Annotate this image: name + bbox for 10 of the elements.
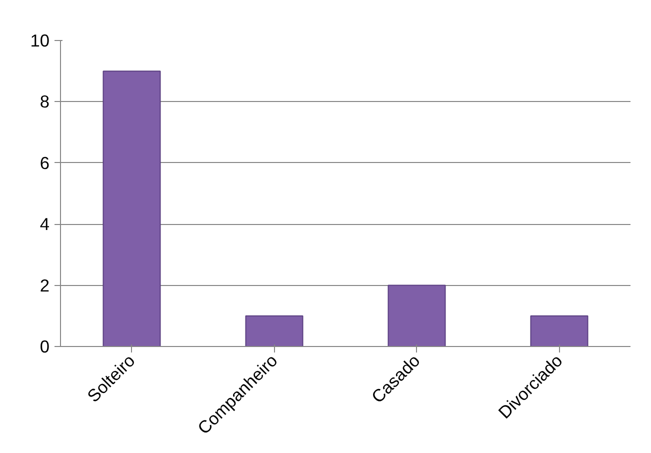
bar [530,315,588,346]
y-tick-label: 10 [30,30,50,50]
y-tick-label: 0 [40,336,50,356]
bar [102,70,161,346]
bar [388,284,446,346]
bar [245,315,304,346]
y-tick-label: 4 [40,214,50,234]
y-tick-label: 8 [40,92,50,112]
y-tick-label: 2 [40,275,50,296]
y-tick-label: 6 [40,152,50,173]
